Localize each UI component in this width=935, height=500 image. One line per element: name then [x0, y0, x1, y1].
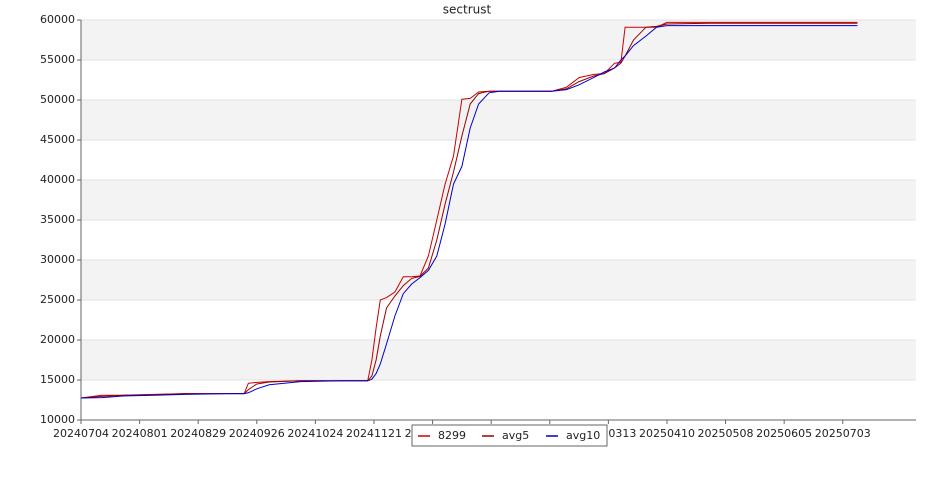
- y-tick-label: 20000: [40, 333, 75, 346]
- x-tick-label: 20241121: [346, 427, 402, 440]
- x-tick-label: 20240926: [229, 427, 285, 440]
- grid-band: [81, 180, 916, 220]
- legend: 8299 avg5 avg10: [411, 424, 608, 447]
- x-tick-label: 20250605: [756, 427, 812, 440]
- x-tick-label: 20241024: [287, 427, 343, 440]
- series-line: [80, 21, 858, 399]
- grid-band: [81, 100, 916, 140]
- series-line: [80, 25, 858, 399]
- x-tick-label: 20240829: [170, 427, 226, 440]
- x-tick-label: 20240801: [112, 427, 168, 440]
- y-tick-label: 30000: [40, 253, 75, 266]
- y-tick-label: 35000: [40, 213, 75, 226]
- grid-band: [81, 20, 916, 60]
- y-tick-label: 15000: [40, 373, 75, 386]
- y-tick-label: 40000: [40, 173, 75, 186]
- x-tick-label: 20250410: [639, 427, 695, 440]
- grid-band: [81, 340, 916, 380]
- y-tick-label: 10000: [40, 413, 75, 426]
- legend-label: 8299: [438, 429, 466, 442]
- x-tick-label: 20240704: [53, 427, 109, 440]
- chart-title: sectrust: [443, 3, 492, 17]
- y-tick-label: 50000: [40, 93, 75, 106]
- series-line: [80, 22, 858, 399]
- y-tick-label: 55000: [40, 53, 75, 66]
- legend-label: avg5: [502, 429, 529, 442]
- legend-label: avg10: [566, 429, 600, 442]
- y-tick-label: 60000: [40, 13, 75, 26]
- y-tick-label: 25000: [40, 293, 75, 306]
- x-tick-label: 20250703: [815, 427, 871, 440]
- grid-band: [81, 260, 916, 300]
- legend-box: [411, 424, 608, 447]
- x-tick-label: 20250508: [698, 427, 754, 440]
- y-tick-label: 45000: [40, 133, 75, 146]
